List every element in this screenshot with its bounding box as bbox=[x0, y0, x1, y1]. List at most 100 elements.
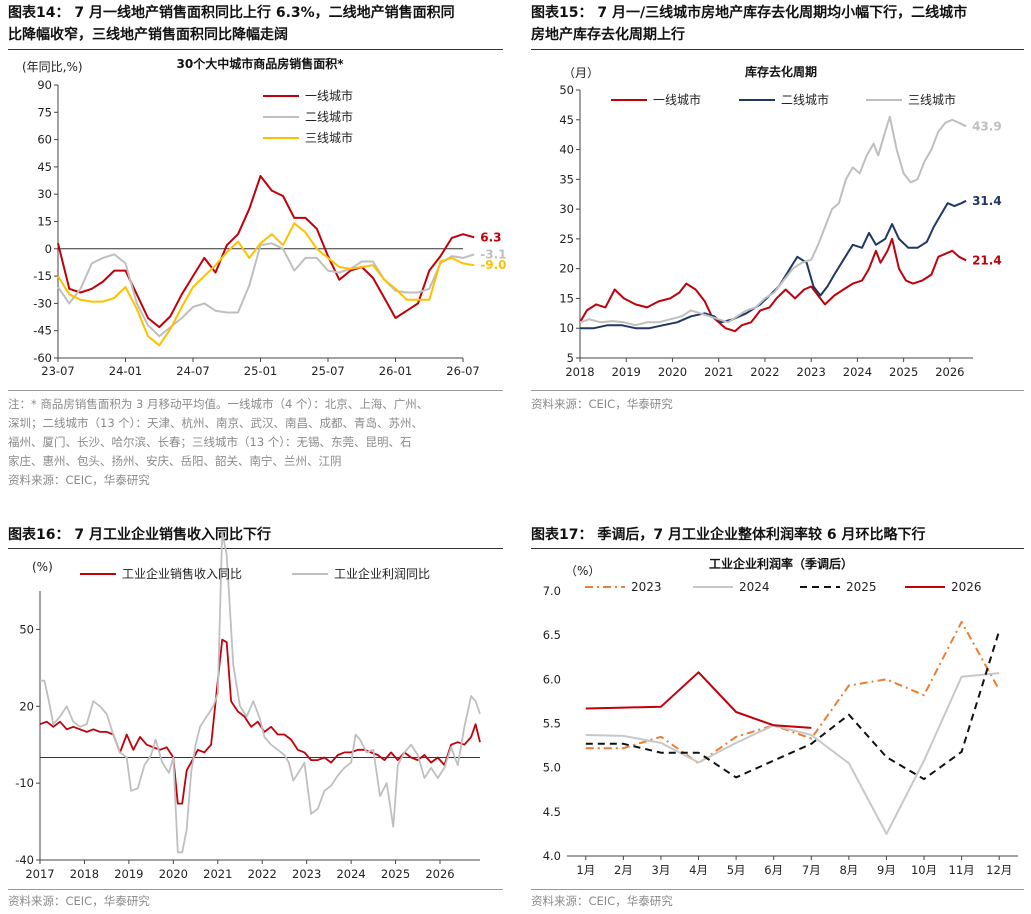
x-tick-label: 26-07 bbox=[446, 364, 479, 378]
series-line-3 bbox=[579, 115, 967, 327]
y-tick-label: 50 bbox=[559, 83, 574, 97]
p16-source: 资料来源：CEIC，华泰研究 bbox=[8, 894, 150, 908]
y-tick-label: 5.0 bbox=[543, 761, 561, 775]
x-tick-label: 7月 bbox=[802, 863, 821, 877]
x-tick-label: 2018 bbox=[565, 365, 594, 379]
p15-title-line1: 图表15： 7 月一/三线城市房地产库存去化周期均小幅下行，二线城市 bbox=[531, 5, 968, 21]
x-tick-label: 8月 bbox=[839, 863, 858, 877]
chart-16: (%) -40 -10 20 50 2017 2018 2019 2020 2021 2022 202… bbox=[15, 531, 481, 881]
p14-notes: 注：* 商品房销售面积为 3 月移动平均值。一线城市（4 个）：北京、上海、广州… bbox=[8, 395, 513, 490]
x-tick-label: 12月 bbox=[986, 863, 1012, 877]
p14-title: 图表14： 7 月一线地产销售面积同比上行 6.3%，二线地产销售面积同 比降幅… bbox=[8, 2, 523, 46]
p16-title-line1: 图表16： 7 月工业企业销售收入同比下行 bbox=[8, 527, 271, 543]
series-line-2 bbox=[580, 199, 967, 330]
series-line-3 bbox=[585, 630, 1001, 781]
x-tick-label: 2025 bbox=[381, 867, 410, 881]
legend-label-2: 2024 bbox=[739, 580, 770, 594]
p17-source: 资料来源：CEIC，华泰研究 bbox=[531, 894, 673, 908]
x-tick-label: 2021 bbox=[203, 867, 232, 881]
x-tick-label: 24-01 bbox=[109, 364, 142, 378]
x-tick-label: 2月 bbox=[614, 863, 633, 877]
end-value-label: 6.3 bbox=[480, 230, 501, 244]
p14-note-line: 注：* 商品房销售面积为 3 月移动平均值。一线城市（4 个）：北京、上海、广州… bbox=[8, 397, 429, 411]
end-value-label: 21.4 bbox=[972, 253, 1002, 267]
y-tick-label: 30 bbox=[559, 202, 574, 216]
series-line-2 bbox=[40, 531, 481, 854]
p15-source: 资料来源：CEIC，华泰研究 bbox=[531, 397, 673, 411]
p16-title-rule bbox=[8, 548, 503, 549]
x-tick-label: 2020 bbox=[658, 365, 687, 379]
y-tick-label: 60 bbox=[37, 133, 52, 147]
legend-label-1: 2023 bbox=[631, 580, 662, 594]
y-tick-label: 4.0 bbox=[543, 849, 561, 863]
x-tick-label: 2019 bbox=[612, 365, 641, 379]
chart-title: 工业企业利润率（季调后） bbox=[709, 556, 853, 571]
y-tick-label: 25 bbox=[559, 232, 574, 246]
legend-label-4: 2026 bbox=[951, 580, 982, 594]
y-tick-label: 40 bbox=[559, 143, 574, 157]
y-tick-label: -45 bbox=[33, 324, 52, 338]
chart-title: 30个大中城市商品房销售面积* bbox=[177, 56, 345, 71]
y-tick-label: 6.0 bbox=[543, 672, 561, 686]
p14-title-rule bbox=[8, 49, 503, 50]
legend-label-3: 2025 bbox=[846, 580, 877, 594]
end-value-label: -3.1 bbox=[480, 247, 506, 261]
y-tick-label: 0 bbox=[45, 242, 52, 256]
x-tick-label: 2025 bbox=[889, 365, 918, 379]
y-tick-label: 6.5 bbox=[543, 628, 561, 642]
y-tick-label: 45 bbox=[559, 113, 574, 127]
chart-14: 30个大中城市商品房销售面积* (年同比,%) -60 -45 -30 -15 0 15 30 4… bbox=[22, 56, 507, 378]
p14-source: 资料来源：CEIC，华泰研究 bbox=[8, 473, 150, 487]
x-tick-label: 2020 bbox=[159, 867, 188, 881]
p17-title: 图表17： 季调后，7 月工业企业整体利润率较 6 月环比略下行 bbox=[531, 524, 1031, 546]
x-tick-label: 5月 bbox=[727, 863, 746, 877]
p16-title: 图表16： 7 月工业企业销售收入同比下行 bbox=[8, 524, 523, 546]
end-value-label: 43.9 bbox=[972, 119, 1002, 133]
series-line-2 bbox=[57, 242, 475, 338]
p15-title: 图表15： 7 月一/三线城市房地产库存去化周期均小幅下行，二线城市 房地产库存… bbox=[531, 2, 1031, 46]
x-tick-label: 2019 bbox=[114, 867, 143, 881]
x-tick-label: 3月 bbox=[652, 863, 671, 877]
chart-17: 工业企业利润率（季调后） （%） 4.0 4.5 5.0 5.5 6.0 6.5 7.0 1月 2月… bbox=[543, 556, 1018, 877]
p17-title-rule bbox=[531, 548, 1024, 549]
x-tick-label: 9月 bbox=[877, 863, 896, 877]
x-tick-label: 2022 bbox=[248, 867, 277, 881]
series-line-2 bbox=[585, 672, 1000, 835]
p14-note-line: 家庄、惠州、包头、扬州、安庆、岳阳、韶关、南宁、兰州、江阴 bbox=[8, 454, 342, 468]
p17-title-line1: 图表17： 季调后，7 月工业企业整体利润率较 6 月环比略下行 bbox=[531, 527, 926, 543]
y-axis-label: （月） bbox=[563, 66, 599, 80]
x-tick-label: 24-07 bbox=[176, 364, 209, 378]
end-value-label: -9.0 bbox=[480, 258, 506, 272]
series-line-1 bbox=[579, 237, 967, 333]
p14-note-line: 深圳；二线城市（13 个）：天津、杭州、南京、武汉、南昌、成都、青岛、苏州、 bbox=[8, 416, 424, 430]
legend-label-1: 工业企业销售收入同比 bbox=[122, 566, 242, 581]
x-tick-label: 2026 bbox=[425, 867, 454, 881]
y-tick-label: 10 bbox=[559, 321, 574, 335]
legend-label-2: 二线城市 bbox=[781, 92, 829, 107]
x-tick-label: 11月 bbox=[949, 863, 975, 877]
y-tick-label: 15 bbox=[559, 291, 574, 305]
series-line-1 bbox=[57, 175, 475, 329]
y-tick-label: -60 bbox=[33, 351, 52, 365]
y-tick-label: 5 bbox=[567, 351, 574, 365]
p14-note-line: 福州、厦门、长沙、哈尔滨、长春；三线城市（13 个）：无锡、东莞、昆明、石 bbox=[8, 435, 412, 449]
x-tick-label: 1月 bbox=[576, 863, 595, 877]
x-tick-label: 25-01 bbox=[244, 364, 277, 378]
series-line-3 bbox=[57, 222, 475, 347]
y-tick-label: 30 bbox=[37, 187, 52, 201]
y-tick-label: 7.0 bbox=[543, 584, 561, 598]
y-tick-label: -40 bbox=[15, 853, 34, 867]
chart-title: 库存去化周期 bbox=[745, 64, 817, 79]
p17-bottom-rule bbox=[531, 889, 1024, 890]
legend-label-1: 一线城市 bbox=[305, 88, 353, 103]
series-line-4 bbox=[585, 671, 812, 729]
x-tick-label: 2023 bbox=[292, 867, 321, 881]
legend-label-1: 一线城市 bbox=[653, 92, 701, 107]
y-axis-label: (年同比,%) bbox=[22, 60, 83, 74]
y-tick-label: 35 bbox=[559, 172, 574, 186]
y-tick-label: 20 bbox=[559, 262, 574, 276]
end-value-label: 31.4 bbox=[972, 194, 1002, 208]
y-tick-label: 45 bbox=[37, 160, 52, 174]
y-tick-label: 4.5 bbox=[543, 805, 561, 819]
